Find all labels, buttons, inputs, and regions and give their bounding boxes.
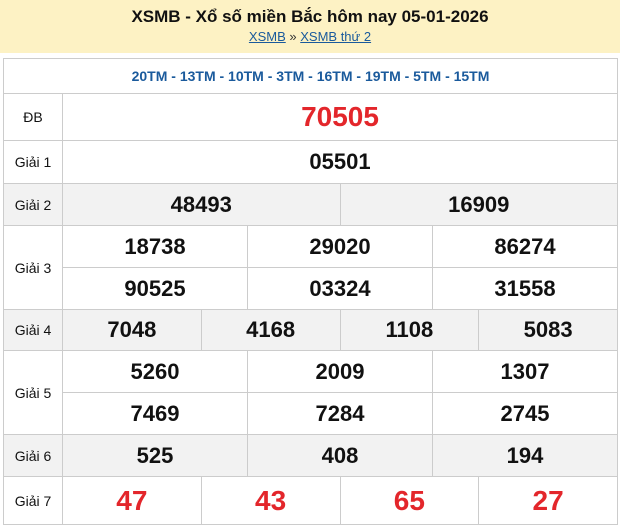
prize-number: 4168 bbox=[200, 309, 341, 351]
prize-number: 5083 bbox=[478, 309, 618, 351]
prize-label: Giải 3 bbox=[3, 225, 63, 310]
prize-label: Giải 1 bbox=[3, 140, 63, 184]
special-prize: 70505 bbox=[62, 93, 618, 141]
prize-number: 27 bbox=[478, 476, 618, 525]
prize-number: 7284 bbox=[247, 392, 433, 435]
prize-number: 86274 bbox=[432, 225, 618, 268]
prize-number: 47 bbox=[62, 476, 202, 525]
prize-number: 7469 bbox=[62, 392, 248, 435]
prize-number: 408 bbox=[247, 434, 433, 477]
prize-number: 194 bbox=[432, 434, 618, 477]
prize-number: 43 bbox=[200, 476, 341, 525]
prize-number: 90525 bbox=[62, 267, 248, 310]
prize-number: 05501 bbox=[62, 140, 618, 184]
prize-number: 7048 bbox=[62, 309, 202, 351]
prize-number: 31558 bbox=[432, 267, 618, 310]
breadcrumb-xsmb[interactable]: XSMB bbox=[248, 29, 286, 44]
prize-label: Giải 6 bbox=[3, 434, 63, 477]
breadcrumb: XSMB » XSMB thứ 2 bbox=[0, 29, 620, 45]
prize-number: 1307 bbox=[432, 350, 618, 393]
prize-number: 525 bbox=[62, 434, 248, 477]
prize-number: 2009 bbox=[247, 350, 433, 393]
prize-label: Giải 4 bbox=[3, 309, 63, 351]
ticket-codes: 20TM - 13TM - 10TM - 3TM - 16TM - 19TM -… bbox=[3, 58, 618, 94]
prize-number: 29020 bbox=[247, 225, 433, 268]
prize-number: 65 bbox=[339, 476, 480, 525]
prize-number: 2745 bbox=[432, 392, 618, 435]
prize-number: 5260 bbox=[62, 350, 248, 393]
prize-label: Giải 5 bbox=[3, 350, 63, 435]
prize-label: Giải 7 bbox=[3, 476, 63, 525]
breadcrumb-separator: » bbox=[289, 29, 297, 44]
prize-number: 1108 bbox=[339, 309, 480, 351]
breadcrumb-xsmb-thu-2[interactable]: XSMB thứ 2 bbox=[300, 29, 372, 44]
page-title: XSMB - Xổ số miền Bắc hôm nay 05-01-2026 bbox=[131, 7, 489, 26]
prize-number: 16909 bbox=[339, 183, 618, 226]
prize-number: 48493 bbox=[62, 183, 341, 226]
results-table: 20TM - 13TM - 10TM - 3TM - 16TM - 19TM -… bbox=[3, 58, 618, 525]
page-header: XSMB - Xổ số miền Bắc hôm nay 05-01-2026… bbox=[0, 0, 620, 53]
prize-number: 03324 bbox=[247, 267, 433, 310]
prize-label: ĐB bbox=[3, 93, 63, 141]
prize-label: Giải 2 bbox=[3, 183, 63, 226]
prize-number: 18738 bbox=[62, 225, 248, 268]
